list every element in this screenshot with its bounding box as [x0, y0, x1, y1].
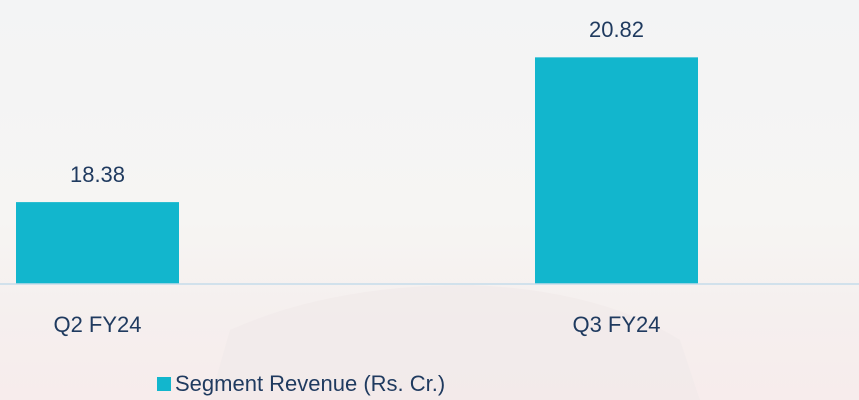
bar [535, 57, 698, 285]
legend-label: Segment Revenue (Rs. Cr.) [175, 371, 445, 396]
x-tick-label: Q2 FY24 [53, 312, 141, 337]
bar [16, 202, 179, 284]
value-label: 20.82 [589, 17, 644, 42]
x-tick-label: Q3 FY24 [572, 312, 660, 337]
legend-swatch [157, 377, 171, 391]
value-label: 18.38 [70, 162, 125, 187]
background-car [210, 285, 700, 400]
